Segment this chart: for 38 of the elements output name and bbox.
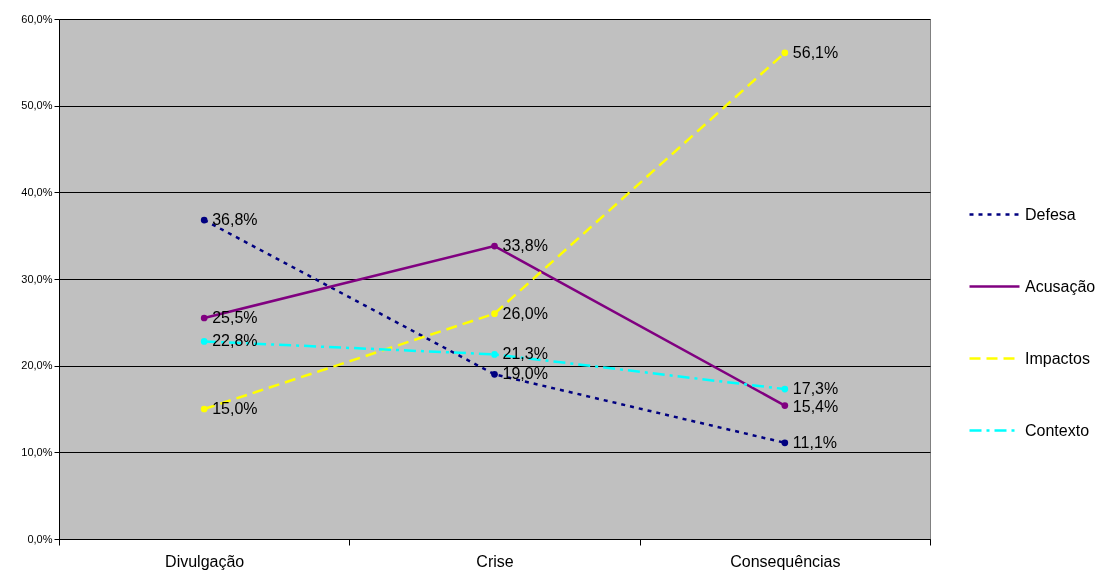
legend-label: Acusação xyxy=(1025,277,1096,295)
x-tick-label: Divulgação xyxy=(165,552,245,570)
point xyxy=(491,351,498,358)
y-tick-label: 0,0% xyxy=(27,532,53,545)
y-tick-label: 20,0% xyxy=(21,359,53,372)
data-label: 19,0% xyxy=(502,365,548,383)
y-tick-label: 30,0% xyxy=(21,272,53,285)
data-label: 25,5% xyxy=(212,309,258,326)
data-label: 15,0% xyxy=(212,400,258,417)
x-tick-label: Crise xyxy=(476,552,514,570)
point xyxy=(200,314,208,322)
point xyxy=(491,310,498,318)
data-label: 33,8% xyxy=(502,237,548,255)
y-tick-label: 10,0% xyxy=(21,445,53,458)
y-tick-label: 50,0% xyxy=(21,99,53,112)
point xyxy=(781,49,789,57)
data-label: 21,3% xyxy=(502,345,548,363)
point xyxy=(200,216,208,224)
point xyxy=(200,405,208,413)
point xyxy=(200,338,208,345)
data-label: 36,8% xyxy=(212,211,258,229)
x-tick-label: Consequências xyxy=(730,552,841,570)
point xyxy=(781,402,789,409)
data-label: 26,0% xyxy=(502,304,548,322)
point xyxy=(781,385,789,393)
legend-label: Defesa xyxy=(1025,205,1076,223)
point xyxy=(491,370,498,378)
data-label: 15,4% xyxy=(792,398,839,416)
data-label: 17,3% xyxy=(792,380,839,398)
data-label: 11,1% xyxy=(792,433,838,451)
y-tick-label: 60,0% xyxy=(21,12,53,25)
legend-label: Contexto xyxy=(1025,421,1090,439)
data-label: 22,8% xyxy=(212,332,258,350)
legend-label: Impactos xyxy=(1025,349,1090,367)
data-label: 56,1% xyxy=(792,43,839,61)
point xyxy=(781,439,789,447)
point xyxy=(491,242,498,250)
y-tick-label: 40,0% xyxy=(21,185,53,198)
